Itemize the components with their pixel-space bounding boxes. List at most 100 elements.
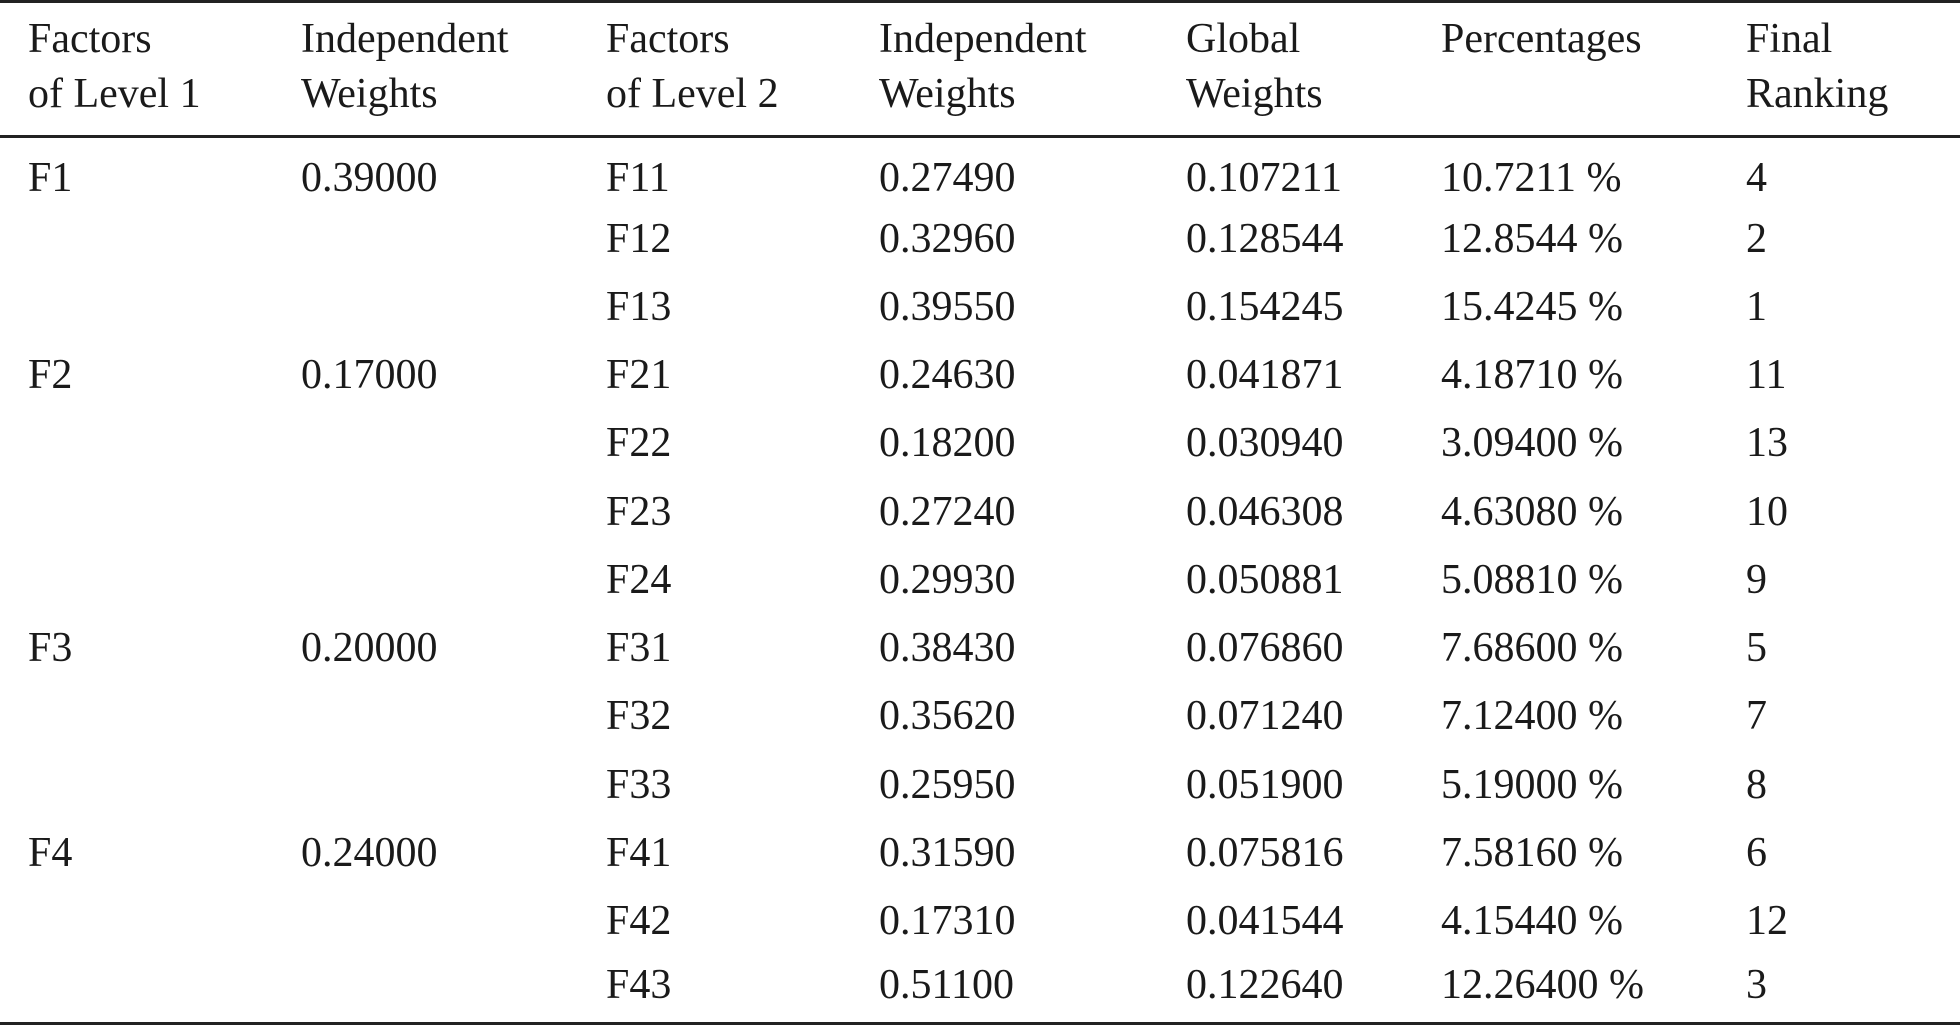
independent-weight-1-cell [301, 409, 606, 477]
factor-level-1-cell: F3 [28, 625, 73, 672]
percentage-cell: 12.8544 % [1441, 215, 1623, 262]
factor-level-1-cell: F2 [28, 352, 73, 399]
independent-weight-1-cell: 0.20000 [301, 625, 438, 672]
header-line: Final [1746, 16, 1833, 62]
table-header: Factors of Level 1 Independent Weights F… [0, 0, 1960, 138]
independent-weight-2-cell: 0.25950 [879, 761, 1016, 808]
factor-level-1-cell [0, 478, 301, 546]
independent-weight-1-cell [301, 478, 606, 546]
table-body: F1 0.39000 F11 0.27490 0.107211 10.7211 % 4 F12… [0, 137, 1960, 1026]
header-independent-weights-1: Independent Weights [301, 0, 606, 138]
table-row: F33 0.25950 0.051900 5.19000 % 8 [0, 750, 1960, 818]
percentage-cell: 10.7211 % [1441, 155, 1622, 202]
final-rank-cell: 12 [1746, 898, 1788, 945]
independent-weight-1-cell: 0.39000 [301, 155, 438, 202]
final-rank-cell: 9 [1746, 556, 1767, 603]
table-row: F4 0.24000 F41 0.31590 0.075816 7.58160 % 6 [0, 819, 1960, 887]
independent-weight-2-cell: 0.27240 [879, 488, 1016, 535]
final-rank-cell: 6 [1746, 829, 1767, 876]
table-row: F12 0.32960 0.128544 12.8544 % 2 [0, 205, 1960, 273]
final-rank-cell: 4 [1746, 155, 1767, 202]
header-line: Independent [879, 16, 1087, 62]
global-weight-cell: 0.030940 [1186, 420, 1344, 467]
factor-level-1-cell [0, 750, 301, 818]
table-row: F23 0.27240 0.046308 4.63080 % 10 [0, 478, 1960, 546]
table-row: F24 0.29930 0.050881 5.08810 % 9 [0, 546, 1960, 614]
final-rank-cell: 2 [1746, 215, 1767, 262]
factor-level-2-cell: F31 [606, 625, 672, 672]
header-line: of Level 1 [28, 71, 201, 117]
independent-weight-2-cell: 0.51100 [879, 955, 1186, 1026]
percentage-cell: 5.19000 % [1441, 761, 1623, 808]
header-independent-weights-2: Independent Weights [879, 0, 1186, 138]
factor-level-1-cell: F4 [28, 829, 73, 876]
header-final-ranking: Final Ranking [1746, 0, 1960, 138]
table-row: F1 0.39000 F11 0.27490 0.107211 10.7211 % 4 [0, 137, 1960, 205]
independent-weight-2-cell: 0.27490 [879, 155, 1016, 202]
independent-weight-1-cell [301, 750, 606, 818]
percentage-cell: 4.15440 % [1441, 898, 1623, 945]
independent-weight-1-cell: 0.24000 [301, 829, 438, 876]
percentage-cell: 3.09400 % [1441, 420, 1623, 467]
global-weight-cell: 0.122640 [1186, 955, 1441, 1026]
factor-level-2-cell: F32 [606, 693, 672, 740]
final-rank-cell: 10 [1746, 488, 1788, 535]
table-row: F2 0.17000 F21 0.24630 0.041871 4.18710 % 11 [0, 341, 1960, 409]
factor-level-2-cell: F11 [606, 155, 670, 202]
factor-level-1-cell [0, 205, 301, 273]
final-rank-cell: 13 [1746, 420, 1788, 467]
percentage-cell: 12.26400 % [1441, 955, 1746, 1026]
table-row: F22 0.18200 0.030940 3.09400 % 13 [0, 409, 1960, 477]
percentage-cell: 4.18710 % [1441, 352, 1623, 399]
independent-weight-2-cell: 0.31590 [879, 829, 1016, 876]
header-line [1441, 67, 1746, 122]
global-weight-cell: 0.041544 [1186, 898, 1344, 945]
factor-level-2-cell: F41 [606, 829, 672, 876]
header-line: Weights [301, 71, 438, 117]
final-rank-cell: 3 [1746, 955, 1960, 1026]
factor-level-2-cell: F12 [606, 215, 672, 262]
factor-level-2-cell: F43 [606, 955, 879, 1026]
percentage-cell: 7.58160 % [1441, 829, 1623, 876]
independent-weight-2-cell: 0.17310 [879, 898, 1016, 945]
factor-level-2-cell: F13 [606, 284, 672, 331]
header-row: Factors of Level 1 Independent Weights F… [0, 0, 1960, 138]
header-line: Weights [1186, 71, 1323, 117]
header-percentages: Percentages [1441, 0, 1746, 138]
factor-level-1-cell [0, 887, 301, 955]
factor-level-2-cell: F22 [606, 420, 672, 467]
independent-weight-1-cell [301, 546, 606, 614]
percentage-cell: 15.4245 % [1441, 284, 1623, 331]
header-factors-level-2: Factors of Level 2 [606, 0, 879, 138]
final-rank-cell: 11 [1746, 352, 1787, 399]
table-row: F32 0.35620 0.071240 7.12400 % 7 [0, 682, 1960, 750]
table-row: F42 0.17310 0.041544 4.15440 % 12 [0, 887, 1960, 955]
global-weight-cell: 0.046308 [1186, 488, 1344, 535]
header-line: Factors [606, 16, 730, 62]
global-weight-cell: 0.154245 [1186, 284, 1344, 331]
header-line: of Level 2 [606, 71, 779, 117]
header-line: Factors [28, 16, 152, 62]
factor-level-1-cell [0, 546, 301, 614]
factor-level-2-cell: F24 [606, 556, 672, 603]
header-factors-level-1: Factors of Level 1 [0, 0, 301, 138]
factor-level-1-cell [0, 682, 301, 750]
independent-weight-2-cell: 0.39550 [879, 284, 1016, 331]
table-row: F43 0.51100 0.122640 12.26400 % 3 [0, 955, 1960, 1026]
final-rank-cell: 7 [1746, 693, 1767, 740]
global-weight-cell: 0.051900 [1186, 761, 1344, 808]
independent-weight-2-cell: 0.32960 [879, 215, 1016, 262]
factor-level-1-cell [0, 955, 301, 1026]
percentage-cell: 7.68600 % [1441, 625, 1623, 672]
final-rank-cell: 5 [1746, 625, 1767, 672]
independent-weight-2-cell: 0.38430 [879, 625, 1016, 672]
independent-weight-2-cell: 0.18200 [879, 420, 1016, 467]
factor-level-2-cell: F21 [606, 352, 672, 399]
factor-level-1-cell [0, 273, 301, 341]
global-weight-cell: 0.107211 [1186, 155, 1342, 202]
final-rank-cell: 8 [1746, 761, 1767, 808]
factor-level-2-cell: F42 [606, 898, 672, 945]
independent-weight-2-cell: 0.35620 [879, 693, 1016, 740]
independent-weight-2-cell: 0.29930 [879, 556, 1016, 603]
table-row: F13 0.39550 0.154245 15.4245 % 1 [0, 273, 1960, 341]
